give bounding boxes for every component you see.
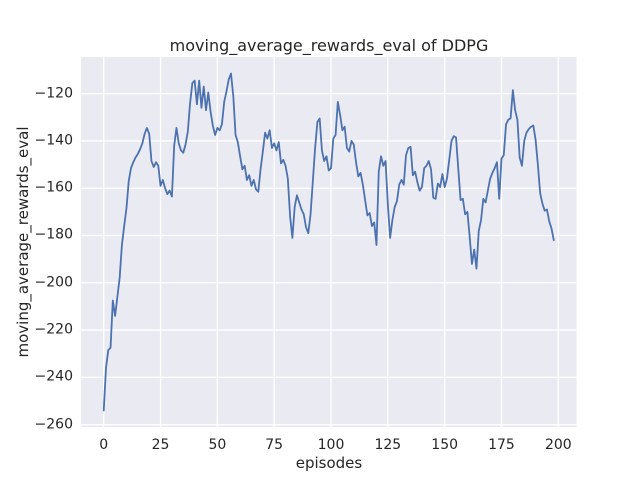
- series-line-ddpg: [102, 72, 555, 412]
- y-tick-label: −260: [34, 416, 73, 433]
- x-tick-label: 150: [431, 437, 459, 453]
- y-tick-label: −180: [34, 227, 73, 244]
- x-tick-label: 50: [208, 437, 227, 453]
- y-tick-label: −160: [34, 179, 73, 196]
- y-tick-label: −200: [34, 274, 73, 291]
- y-tick-label: −240: [34, 369, 73, 386]
- axes-background: [81, 57, 577, 427]
- x-tick-label: 25: [151, 437, 170, 453]
- x-tick-label: 100: [317, 437, 345, 453]
- chart-title: moving_average_rewards_eval of DDPG: [169, 36, 489, 55]
- x-tick-label: 75: [265, 437, 284, 453]
- x-tick-label: 175: [488, 437, 515, 453]
- x-tick-label: 0: [99, 437, 109, 453]
- y-tick-label: −120: [34, 85, 73, 102]
- y-tick-label: −140: [34, 132, 73, 149]
- x-tick-label: 200: [544, 437, 572, 453]
- y-tick-label: −220: [34, 321, 73, 338]
- x-tick-label: 125: [374, 437, 402, 453]
- x-axis-label: episodes: [295, 454, 363, 472]
